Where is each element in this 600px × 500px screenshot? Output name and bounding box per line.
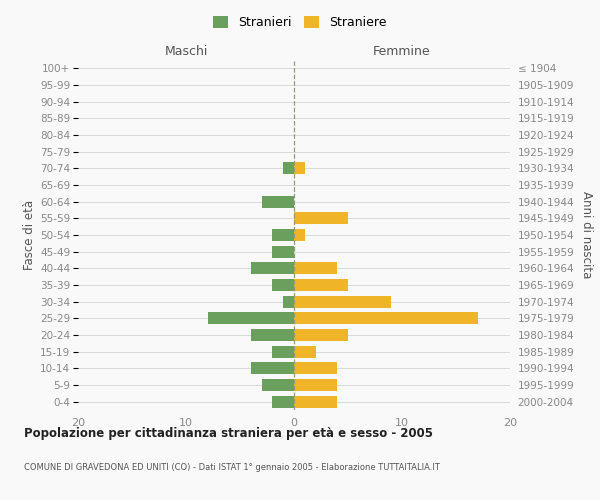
Bar [294, 379, 337, 391]
Bar [294, 329, 348, 341]
Bar [294, 229, 305, 241]
Bar [262, 379, 294, 391]
Bar [283, 296, 294, 308]
Legend: Stranieri, Straniere: Stranieri, Straniere [208, 11, 392, 34]
Bar [272, 279, 294, 291]
Bar [294, 162, 305, 174]
Bar [262, 196, 294, 207]
Text: Popolazione per cittadinanza straniera per età e sesso - 2005: Popolazione per cittadinanza straniera p… [24, 428, 433, 440]
Text: Maschi: Maschi [164, 46, 208, 59]
Bar [294, 396, 337, 407]
Y-axis label: Anni di nascita: Anni di nascita [580, 192, 593, 278]
Bar [294, 262, 337, 274]
Text: Femmine: Femmine [373, 46, 431, 59]
Bar [272, 346, 294, 358]
Bar [272, 229, 294, 241]
Bar [294, 312, 478, 324]
Text: COMUNE DI GRAVEDONA ED UNITI (CO) - Dati ISTAT 1° gennaio 2005 - Elaborazione TU: COMUNE DI GRAVEDONA ED UNITI (CO) - Dati… [24, 462, 440, 471]
Bar [294, 346, 316, 358]
Bar [251, 329, 294, 341]
Bar [283, 162, 294, 174]
Bar [294, 296, 391, 308]
Bar [251, 262, 294, 274]
Bar [272, 396, 294, 407]
Bar [294, 212, 348, 224]
Bar [251, 362, 294, 374]
Y-axis label: Fasce di età: Fasce di età [23, 200, 36, 270]
Bar [272, 246, 294, 258]
Bar [208, 312, 294, 324]
Bar [294, 362, 337, 374]
Bar [294, 279, 348, 291]
